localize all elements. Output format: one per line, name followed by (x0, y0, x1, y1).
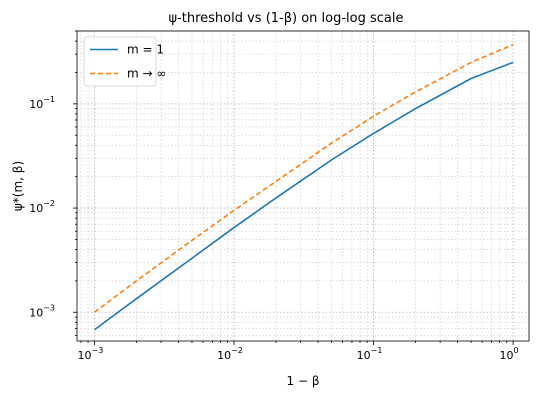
legend: m = 1 m → ∞ (83, 36, 166, 87)
axis-ticks: 10−3 10−2 10−1 100 10−3 10−2 10−1 (29, 30, 519, 362)
x-tick-exponent: −2 (231, 346, 243, 355)
x-tick-label: 10−2 (217, 346, 243, 362)
plot-frame (76, 30, 530, 342)
legend-label-m-1: m = 1 (127, 43, 164, 57)
series-line-m-infinity (93, 43, 514, 313)
grid (77, 30, 529, 341)
chart-title: ψ-threshold vs (1-β) on log-log scale (168, 11, 403, 26)
x-axis-label: 1 − β (287, 374, 320, 388)
series-line-m-1 (93, 61, 514, 331)
x-tick-label: 100 (500, 346, 519, 362)
legend-label-m-infinity: m → ∞ (127, 67, 166, 81)
x-tick-exponent: −3 (92, 346, 104, 355)
y-tick-label: 10−3 (29, 303, 55, 319)
y-tick-exponent: −1 (43, 95, 55, 104)
x-tick-label: 10−3 (78, 346, 104, 362)
y-axis-label: ψ*(m, β) (11, 161, 25, 211)
y-tick-label: 10−1 (29, 95, 55, 111)
y-tick-label: 10−2 (29, 199, 55, 215)
x-tick-label: 10−1 (357, 346, 383, 362)
x-tick-exponent: −1 (371, 346, 383, 355)
y-tick-exponent: −3 (43, 303, 55, 312)
x-tick-exponent: 0 (514, 346, 519, 355)
y-tick-exponent: −2 (43, 199, 55, 208)
series-lines (93, 43, 514, 331)
